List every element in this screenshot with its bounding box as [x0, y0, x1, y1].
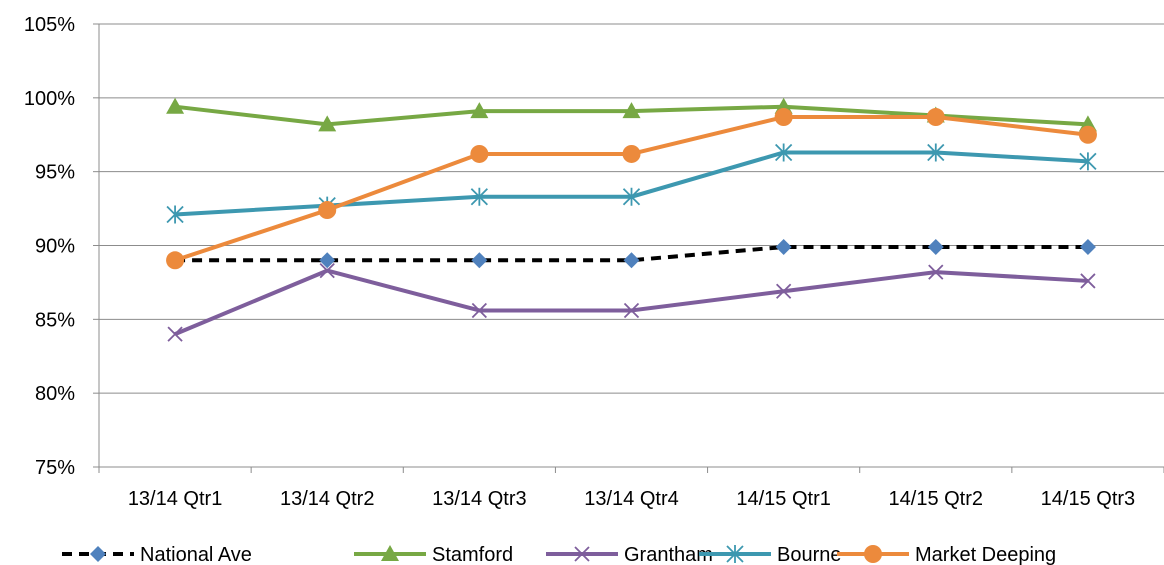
data-point — [470, 187, 488, 206]
legend-marker — [381, 545, 399, 561]
data-point — [623, 252, 640, 269]
x-tick-label: 14/15 Qtr1 — [736, 488, 831, 510]
legend-marker — [90, 546, 106, 562]
data-point — [927, 143, 945, 162]
legend-marker — [574, 546, 590, 562]
data-point — [1079, 238, 1096, 255]
series-line — [174, 268, 1089, 336]
legend-label: Grantham — [624, 544, 713, 565]
y-tick-label: 105% — [24, 14, 75, 36]
legend-item: Bourne — [699, 544, 842, 565]
legend-marker — [726, 545, 744, 563]
y-tick-label: 100% — [24, 88, 75, 110]
data-point — [471, 252, 488, 269]
series-grantham — [167, 262, 1096, 342]
x-tick-label: 14/15 Qtr2 — [889, 488, 984, 510]
data-point — [319, 252, 336, 269]
axes — [93, 23, 1164, 473]
x-tick-label: 14/15 Qtr3 — [1041, 488, 1136, 510]
data-point — [927, 238, 944, 255]
data-point — [622, 144, 641, 163]
y-tick-label: 95% — [35, 162, 75, 184]
legend-item: Grantham — [546, 544, 713, 565]
legend-item: Market Deeping — [837, 544, 1056, 565]
data-point — [1080, 273, 1096, 289]
legend-item: National Ave — [62, 544, 252, 565]
legend-label: National Ave — [140, 544, 252, 565]
x-tick-label: 13/14 Qtr3 — [432, 488, 527, 510]
legend-marker — [864, 545, 882, 563]
data-point — [166, 97, 185, 114]
data-point — [1078, 125, 1097, 144]
legend: National Ave Stamford Grantham Bourne Market… — [62, 544, 1056, 565]
data-point — [623, 302, 640, 319]
y-axis-tick-labels: 75% 80% 85% 90% 95% 100% 105% — [24, 14, 75, 479]
y-tick-label: 80% — [35, 383, 75, 405]
y-tick-label: 75% — [35, 457, 75, 479]
data-point — [319, 262, 335, 279]
legend-label: Bourne — [777, 544, 842, 565]
data-point — [167, 326, 183, 342]
data-point — [470, 144, 489, 163]
series-market-deeping — [166, 108, 1097, 270]
legend-label: Stamford — [432, 544, 513, 565]
x-tick-label: 13/14 Qtr1 — [128, 488, 223, 510]
data-point — [622, 102, 641, 119]
series-stamford — [166, 97, 1097, 132]
data-point — [774, 108, 793, 127]
data-point — [775, 143, 793, 162]
y-tick-label: 90% — [35, 236, 75, 258]
data-point — [318, 115, 337, 132]
legend-item: Stamford — [354, 544, 513, 565]
data-point — [928, 264, 944, 280]
data-point — [926, 108, 945, 127]
data-point — [471, 302, 487, 319]
series-group — [166, 97, 1097, 342]
series-national-ave — [167, 238, 1096, 269]
data-point — [470, 102, 489, 119]
x-tick-label: 13/14 Qtr4 — [584, 488, 679, 510]
x-axis-tick-labels: 13/14 Qtr1 13/14 Qtr2 13/14 Qtr3 13/14 Qtr4… — [128, 488, 1135, 510]
data-point — [166, 205, 184, 224]
data-point — [776, 283, 792, 299]
data-point — [166, 251, 185, 270]
legend-label: Market Deeping — [915, 544, 1056, 565]
data-point — [318, 201, 337, 220]
y-tick-label: 85% — [35, 309, 75, 331]
data-point — [622, 187, 641, 206]
gridlines — [99, 23, 1164, 394]
data-point — [1079, 152, 1097, 171]
data-point — [775, 238, 792, 255]
x-tick-label: 13/14 Qtr2 — [280, 488, 375, 510]
